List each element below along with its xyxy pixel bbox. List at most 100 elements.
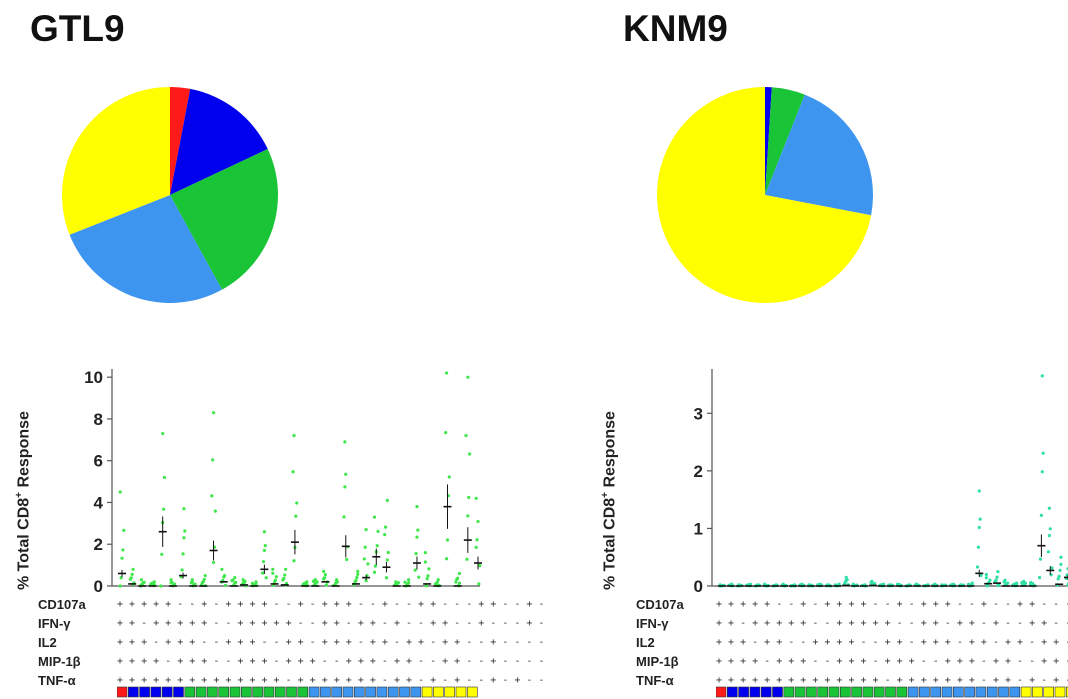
data-point (1056, 577, 1060, 581)
category-swatch (772, 686, 783, 698)
data-point (334, 578, 339, 582)
data-point (454, 580, 458, 584)
data-point (396, 581, 401, 585)
pie-slice (765, 94, 873, 216)
data-point (375, 544, 379, 548)
data-point (190, 578, 194, 582)
data-point (1040, 470, 1044, 474)
data-point (1006, 581, 1010, 585)
data-point (1059, 555, 1063, 559)
data-point (781, 582, 785, 586)
y-tick-label: 6 (94, 452, 103, 471)
data-point (1047, 534, 1051, 538)
data-point (444, 431, 448, 435)
category-swatch (173, 686, 184, 698)
data-point (372, 515, 377, 519)
data-point (1022, 579, 1026, 583)
data-point (241, 578, 245, 582)
data-point (383, 533, 387, 537)
data-point (478, 564, 482, 568)
category-swatch (331, 686, 342, 698)
data-point (193, 582, 197, 586)
data-point (474, 545, 478, 550)
data-point (426, 574, 430, 578)
data-point (376, 529, 380, 534)
data-point (414, 552, 418, 556)
data-point (213, 509, 217, 513)
data-point (262, 548, 266, 552)
data-point (180, 568, 184, 572)
data-point (220, 567, 224, 571)
y-tick-label: 1 (694, 519, 703, 538)
data-point (978, 517, 982, 521)
category-swatch (195, 686, 207, 698)
category-swatch (139, 686, 150, 698)
data-point (181, 552, 185, 556)
data-point (896, 582, 900, 586)
data-point (1047, 506, 1051, 510)
data-point (870, 579, 874, 583)
data-point (424, 584, 428, 588)
category-swatch (320, 686, 331, 698)
data-point (170, 580, 174, 584)
sign-row-il2: + + + - + + + - - + + + - - + + - + + + … (117, 637, 545, 648)
category-swatch (1020, 686, 1032, 698)
data-point (210, 494, 214, 498)
data-point (951, 582, 956, 586)
y-tick-label: 4 (94, 493, 104, 512)
data-point (203, 573, 207, 578)
data-point (262, 530, 266, 534)
category-swatch (365, 686, 376, 698)
category-swatch (828, 686, 840, 698)
data-point (975, 565, 980, 569)
data-point (407, 578, 411, 582)
category-swatch (297, 686, 309, 698)
data-point (372, 570, 377, 574)
data-point (417, 575, 421, 579)
category-swatch (896, 686, 908, 698)
category-swatch (184, 686, 196, 698)
data-point (366, 562, 370, 566)
category-swatch (229, 686, 241, 698)
category-swatch (1032, 686, 1043, 698)
category-swatch (241, 686, 252, 698)
data-point (223, 573, 227, 578)
y-tick-label: 2 (94, 535, 103, 554)
data-point (284, 567, 288, 571)
data-point (456, 576, 460, 580)
pie-slice (170, 87, 191, 195)
data-point (1039, 513, 1043, 517)
data-point (415, 505, 419, 509)
category-swatch (749, 686, 761, 698)
category-swatch (873, 686, 885, 698)
data-point (977, 489, 981, 493)
data-point (457, 571, 462, 576)
category-swatch (354, 686, 365, 698)
data-point (386, 550, 390, 555)
chart-title-gtl9: GTL9 (30, 8, 125, 49)
y-tick-label: 2 (694, 462, 703, 481)
data-point (385, 498, 389, 502)
data-point (444, 557, 449, 561)
category-swatch (930, 686, 941, 698)
pie-slice (765, 87, 805, 195)
data-point (182, 536, 186, 540)
data-point (233, 576, 237, 580)
data-point (474, 496, 478, 500)
data-point (995, 575, 999, 579)
data-point (434, 581, 439, 586)
data-point (977, 525, 981, 530)
data-point (343, 485, 347, 489)
data-point (314, 581, 318, 585)
category-swatch (1054, 686, 1066, 698)
data-point (1038, 557, 1043, 561)
data-point (162, 475, 167, 480)
data-point (1059, 562, 1063, 566)
data-point (416, 528, 420, 532)
data-point (1003, 578, 1007, 582)
pie-slice (657, 87, 872, 303)
data-point (283, 573, 287, 577)
data-point (1022, 582, 1027, 586)
data-point (139, 578, 144, 582)
data-point (160, 552, 164, 556)
